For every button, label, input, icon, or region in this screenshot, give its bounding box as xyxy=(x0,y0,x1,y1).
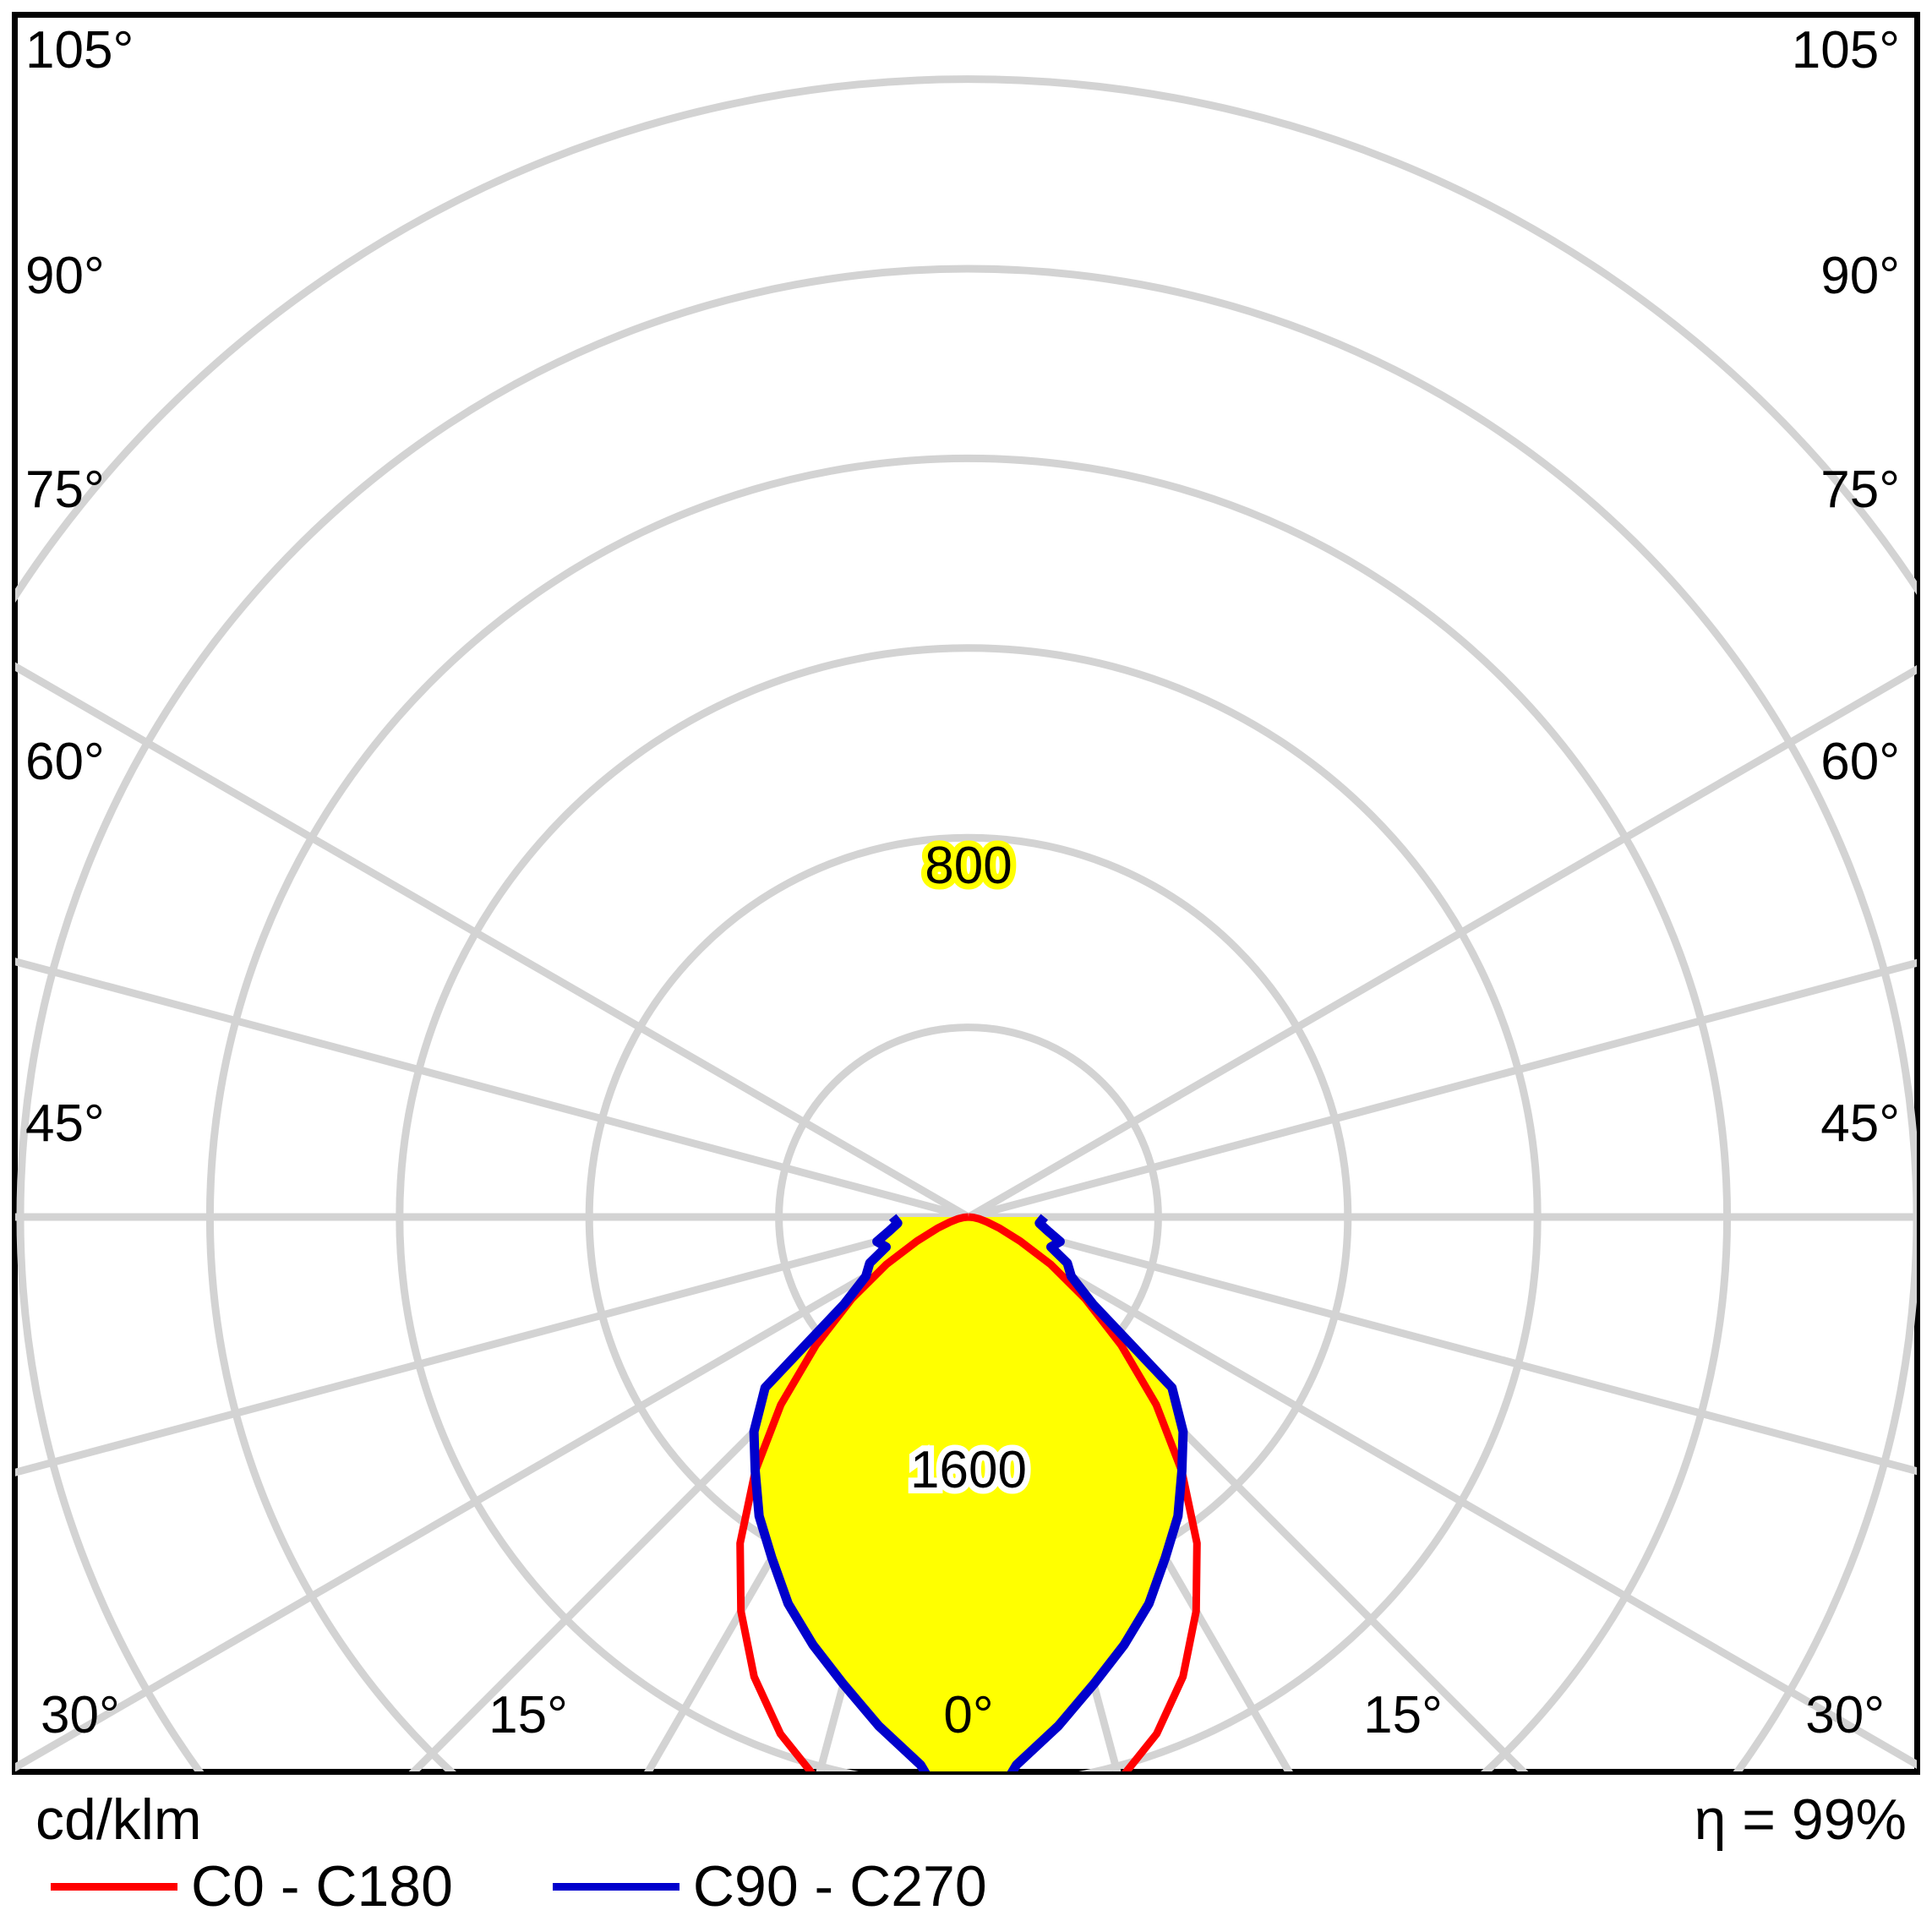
legend-area: cd/klm η = 99% C0 - C180 C90 - C270 xyxy=(0,1775,1932,1932)
legend-item-c90-c270[interactable]: C90 - C270 xyxy=(552,1854,987,1918)
radial-tick-label-1: 1600 xyxy=(910,1441,1027,1499)
angle-label-left-3: 60° xyxy=(25,733,105,791)
axis-labels: 105° 90° 75° 60° 45° 30° 105° 90° 75° 60° 45° 30° 15… xyxy=(25,21,1900,1744)
angle-label-left-5: 30° xyxy=(41,1686,120,1744)
angle-label-right-0: 105° xyxy=(1792,21,1900,79)
angle-label-bottom-1: 0° xyxy=(943,1686,993,1744)
efficiency-label: η = 99% xyxy=(1694,1787,1907,1852)
legend-swatch-red xyxy=(51,1882,177,1891)
unit-label: cd/klm xyxy=(35,1787,202,1852)
legend-label-c0-c180: C0 - C180 xyxy=(191,1854,453,1918)
polar-grid xyxy=(15,75,1917,1771)
angle-label-bottom-0: 15° xyxy=(488,1686,568,1744)
angle-label-left-4: 45° xyxy=(25,1094,105,1153)
angle-label-left-0: 105° xyxy=(25,21,134,79)
angle-label-left-1: 90° xyxy=(25,247,105,305)
angle-label-right-2: 75° xyxy=(1820,461,1900,519)
legend-item-c0-c180[interactable]: C0 - C180 xyxy=(51,1858,453,1915)
legend-items: C0 - C180 C90 - C270 xyxy=(51,1858,987,1915)
legend-swatch-blue xyxy=(552,1882,679,1891)
radial-tick-label-0: 800 xyxy=(925,837,1012,895)
angle-label-right-5: 30° xyxy=(1805,1686,1885,1744)
angle-label-right-3: 60° xyxy=(1820,733,1900,791)
angle-label-left-2: 75° xyxy=(25,461,105,519)
distribution-curves xyxy=(736,1213,1201,1771)
legend-label-c90-c270: C90 - C270 xyxy=(692,1854,987,1918)
angle-label-right-1: 90° xyxy=(1820,247,1900,305)
angle-label-bottom-2: 15° xyxy=(1363,1686,1443,1744)
distribution-fill xyxy=(754,1217,1183,1771)
angle-label-right-4: 45° xyxy=(1820,1094,1900,1153)
